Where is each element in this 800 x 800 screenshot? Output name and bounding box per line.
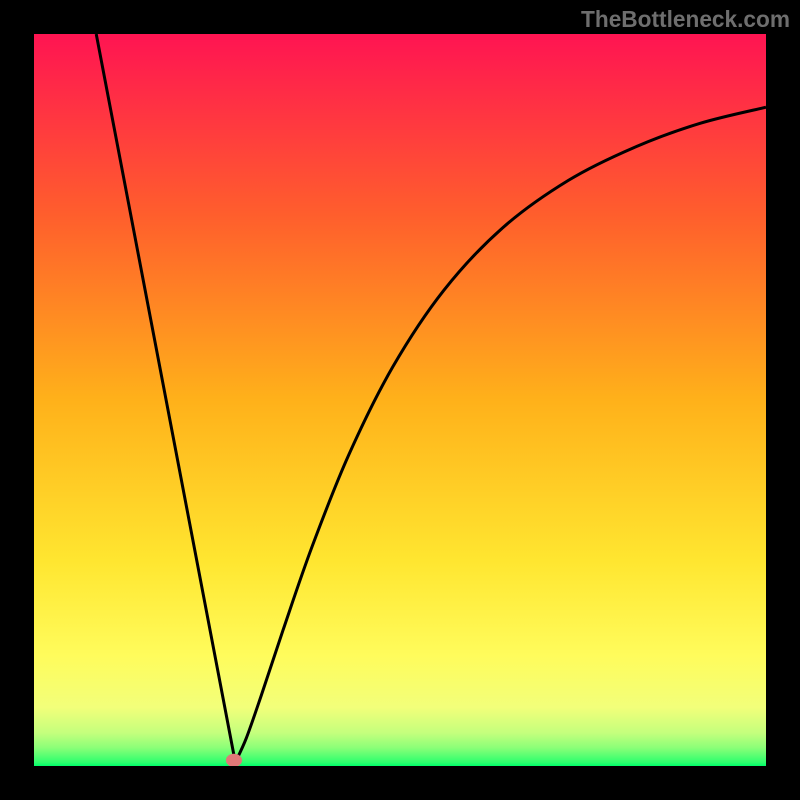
plot-area — [34, 34, 766, 766]
valley-marker — [226, 754, 242, 766]
watermark-text: TheBottleneck.com — [581, 6, 790, 33]
curve-svg — [34, 34, 766, 766]
bottleneck-curve — [96, 34, 766, 762]
